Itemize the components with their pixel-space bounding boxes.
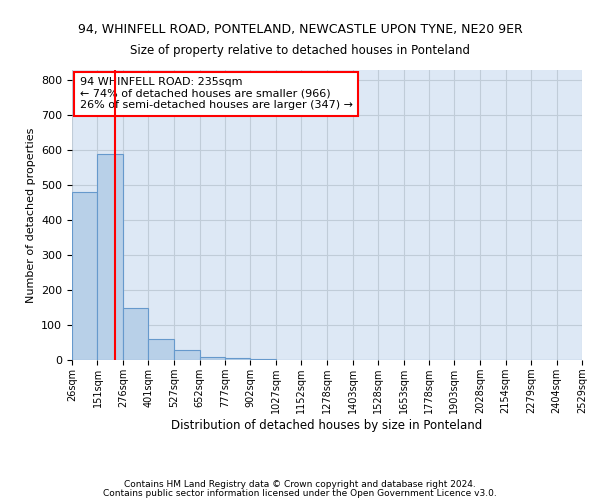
Bar — [72, 192, 97, 360]
X-axis label: Distribution of detached houses by size in Ponteland: Distribution of detached houses by size … — [172, 419, 482, 432]
Text: Size of property relative to detached houses in Ponteland: Size of property relative to detached ho… — [130, 44, 470, 57]
Y-axis label: Number of detached properties: Number of detached properties — [26, 128, 35, 302]
Bar — [200, 356, 225, 360]
Bar — [97, 154, 123, 360]
Bar — [123, 308, 148, 360]
Bar — [174, 350, 200, 360]
Text: Contains HM Land Registry data © Crown copyright and database right 2024.: Contains HM Land Registry data © Crown c… — [124, 480, 476, 489]
Text: Contains public sector information licensed under the Open Government Licence v3: Contains public sector information licen… — [103, 488, 497, 498]
Text: 94 WHINFELL ROAD: 235sqm
← 74% of detached houses are smaller (966)
26% of semi-: 94 WHINFELL ROAD: 235sqm ← 74% of detach… — [80, 77, 353, 110]
Text: 94, WHINFELL ROAD, PONTELAND, NEWCASTLE UPON TYNE, NE20 9ER: 94, WHINFELL ROAD, PONTELAND, NEWCASTLE … — [77, 22, 523, 36]
Bar — [225, 358, 250, 360]
Bar — [148, 339, 174, 360]
